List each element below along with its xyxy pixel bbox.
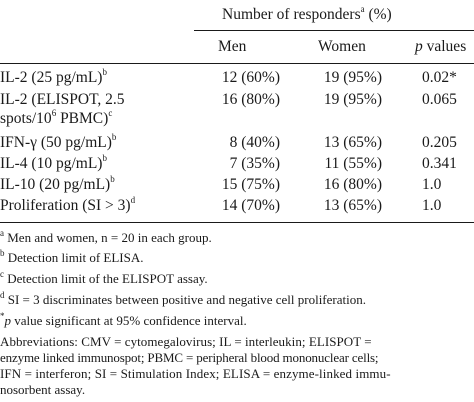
cell-men: 16 (80%)	[221, 91, 280, 108]
cell-men: 15 (75%)	[221, 176, 280, 193]
cell-p: 0.065	[422, 91, 457, 108]
row-label-text: IL-2 (ELISPOT, 2.5	[0, 91, 125, 108]
footnote-text: SI = 3 discriminates between positive an…	[4, 292, 366, 307]
cell-women: 19 (95%)	[323, 69, 382, 86]
footnote-b: b Detection limit of ELISA.	[0, 247, 144, 266]
footnote-mark: c	[0, 268, 4, 279]
cell-men: 7 (35%)	[229, 155, 280, 172]
col-header-p-values: p values	[415, 38, 466, 56]
row-label: IL-2 (ELISPOT, 2.5	[0, 91, 125, 109]
spanner-header-sup: a	[360, 3, 365, 14]
footnote-p-italic: p	[4, 313, 12, 328]
footnote-a: a Men and women, n = 20 in each group.	[0, 227, 212, 246]
row-label2-end-sup: c	[108, 107, 113, 118]
footnote-d: d SI = 3 discriminates between positive …	[0, 289, 366, 308]
footnote-c: c Detection limit of the ELISPOT assay.	[0, 268, 208, 287]
cell-women: 19 (95%)	[323, 91, 382, 108]
cell-men: 14 (70%)	[221, 197, 280, 214]
spanner-header: Number of respondersa (%)	[222, 3, 392, 24]
footnote-mark: *	[0, 310, 5, 321]
row-label: IFN-γ (50 pg/mL)b	[0, 131, 117, 152]
cell-p: 0.205	[422, 134, 457, 151]
row-label-text: IL-4 (10 pg/mL)	[0, 155, 103, 172]
spanner-rule	[194, 30, 474, 31]
footnote-mark: d	[0, 289, 5, 300]
cell-women: 11 (55%)	[324, 155, 382, 172]
footnote-text: value significant at 95% confidence inte…	[11, 313, 247, 328]
table-bottom-rule	[0, 222, 474, 223]
row-label-text: IL-10 (20 pg/mL)	[0, 176, 111, 193]
row-label: IL-2 (25 pg/mL)b	[0, 66, 107, 87]
row-label2-sup: 6	[51, 107, 57, 118]
abbreviations-line: enzyme linked immunospot; PBMC = periphe…	[0, 350, 379, 365]
footnote-star: *p value significant at 95% confidence i…	[0, 310, 247, 329]
cell-p: 1.0	[422, 197, 442, 214]
abbreviations-line: IFN = interferon; SI = Stimulation Index…	[0, 366, 391, 381]
footnote-text: Men and women, n = 20 in each group.	[4, 230, 212, 245]
spanner-header-tail: (%)	[364, 6, 392, 23]
col-header-women: Women	[318, 38, 366, 55]
cell-p: 1.0	[422, 176, 442, 193]
row-label2-a: spots/10	[0, 110, 52, 127]
footnote-mark: a	[0, 227, 4, 238]
footnote-text: Detection limit of ELISA.	[4, 250, 144, 265]
cell-men: 12 (60%)	[221, 69, 280, 86]
col-header-p-italic: p	[415, 38, 423, 55]
footnote-mark: b	[0, 247, 5, 258]
cell-women: 16 (80%)	[323, 176, 382, 193]
row-label-text: IFN-γ (50 pg/mL)	[0, 134, 112, 151]
col-header-men: Men	[218, 38, 247, 55]
abbreviations-line: nosorbent assay.	[0, 382, 86, 397]
row-label-sup: b	[102, 66, 107, 77]
cell-women: 13 (65%)	[323, 134, 382, 151]
cell-p: 0.02*	[422, 69, 457, 86]
row-label-sup: d	[130, 194, 136, 205]
header-bottom-rule	[0, 63, 474, 64]
row-label-text: Proliferation (SI > 3)	[0, 197, 131, 214]
row-label-sup: b	[111, 131, 117, 142]
row-label-sup: b	[110, 173, 115, 184]
row-label-line2: spots/106 PBMC)c	[0, 107, 113, 128]
row-label: Proliferation (SI > 3)d	[0, 194, 136, 215]
spanner-header-text: Number of responders	[222, 6, 361, 23]
cell-women: 13 (65%)	[323, 197, 382, 214]
cell-men: 8 (40%)	[229, 134, 280, 151]
row-label-sup: b	[102, 152, 107, 163]
row-label: IL-10 (20 pg/mL)b	[0, 173, 115, 194]
cell-p: 0.341	[422, 155, 457, 172]
row-label: IL-4 (10 pg/mL)b	[0, 152, 107, 173]
col-header-p-tail: values	[422, 38, 467, 55]
footnote-text: Detection limit of the ELISPOT assay.	[4, 271, 208, 286]
row-label2-b: PBMC)	[56, 110, 109, 127]
abbreviations-line: Abbreviations: CMV = cytomegalovirus; IL…	[0, 334, 372, 349]
row-label-text: IL-2 (25 pg/mL)	[0, 69, 103, 86]
